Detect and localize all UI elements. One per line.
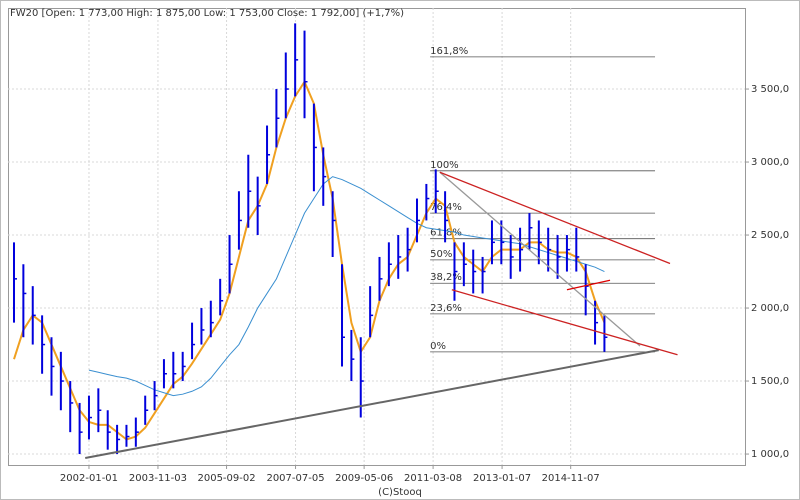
x-tick-label: 2014-11-07 [542, 473, 600, 484]
x-tick-label: 2005-09-02 [197, 473, 255, 484]
trend-line [439, 171, 671, 265]
x-tick-label: 2011-03-08 [404, 473, 462, 484]
y-tick-label: 1 000,0 [751, 449, 789, 460]
y-tick-label: 2 000,0 [751, 303, 789, 314]
fib-label: 100% [430, 160, 459, 171]
trend-line [85, 349, 659, 459]
y-tick-label: 3 000,0 [751, 157, 789, 168]
x-tick-label: 2007-07-05 [266, 473, 324, 484]
x-tick-label: 2002-01-01 [60, 473, 118, 484]
fib-label: 50% [430, 249, 452, 260]
plot: 0%23,6%38,2%50%61,8%76,4%100%161,8% [8, 8, 749, 469]
trend-line [439, 171, 641, 347]
y-tick-label: 1 500,0 [751, 376, 789, 387]
source: (C)Stooq [378, 487, 422, 498]
plot-area [8, 8, 746, 466]
moving-average [88, 176, 605, 397]
trend-line [566, 279, 611, 291]
x-tick-label: 2003-11-03 [129, 473, 187, 484]
fib-label: 38,2% [430, 272, 462, 283]
y-tick-label: 3 500,0 [751, 84, 789, 95]
fib-label: 0% [430, 341, 446, 352]
x-tick-label: 2009-05-06 [335, 473, 393, 484]
x-tick-label: 2013-01-07 [473, 473, 531, 484]
moving-average [13, 79, 606, 441]
y-tick-label: 2 500,0 [751, 230, 789, 241]
fib-label: 161,8% [430, 46, 468, 57]
trend-line [451, 289, 678, 356]
chart-title: FW20 [Open: 1 773,00 High: 1 875,00 Low:… [10, 8, 404, 19]
fib-label: 23,6% [430, 303, 462, 314]
